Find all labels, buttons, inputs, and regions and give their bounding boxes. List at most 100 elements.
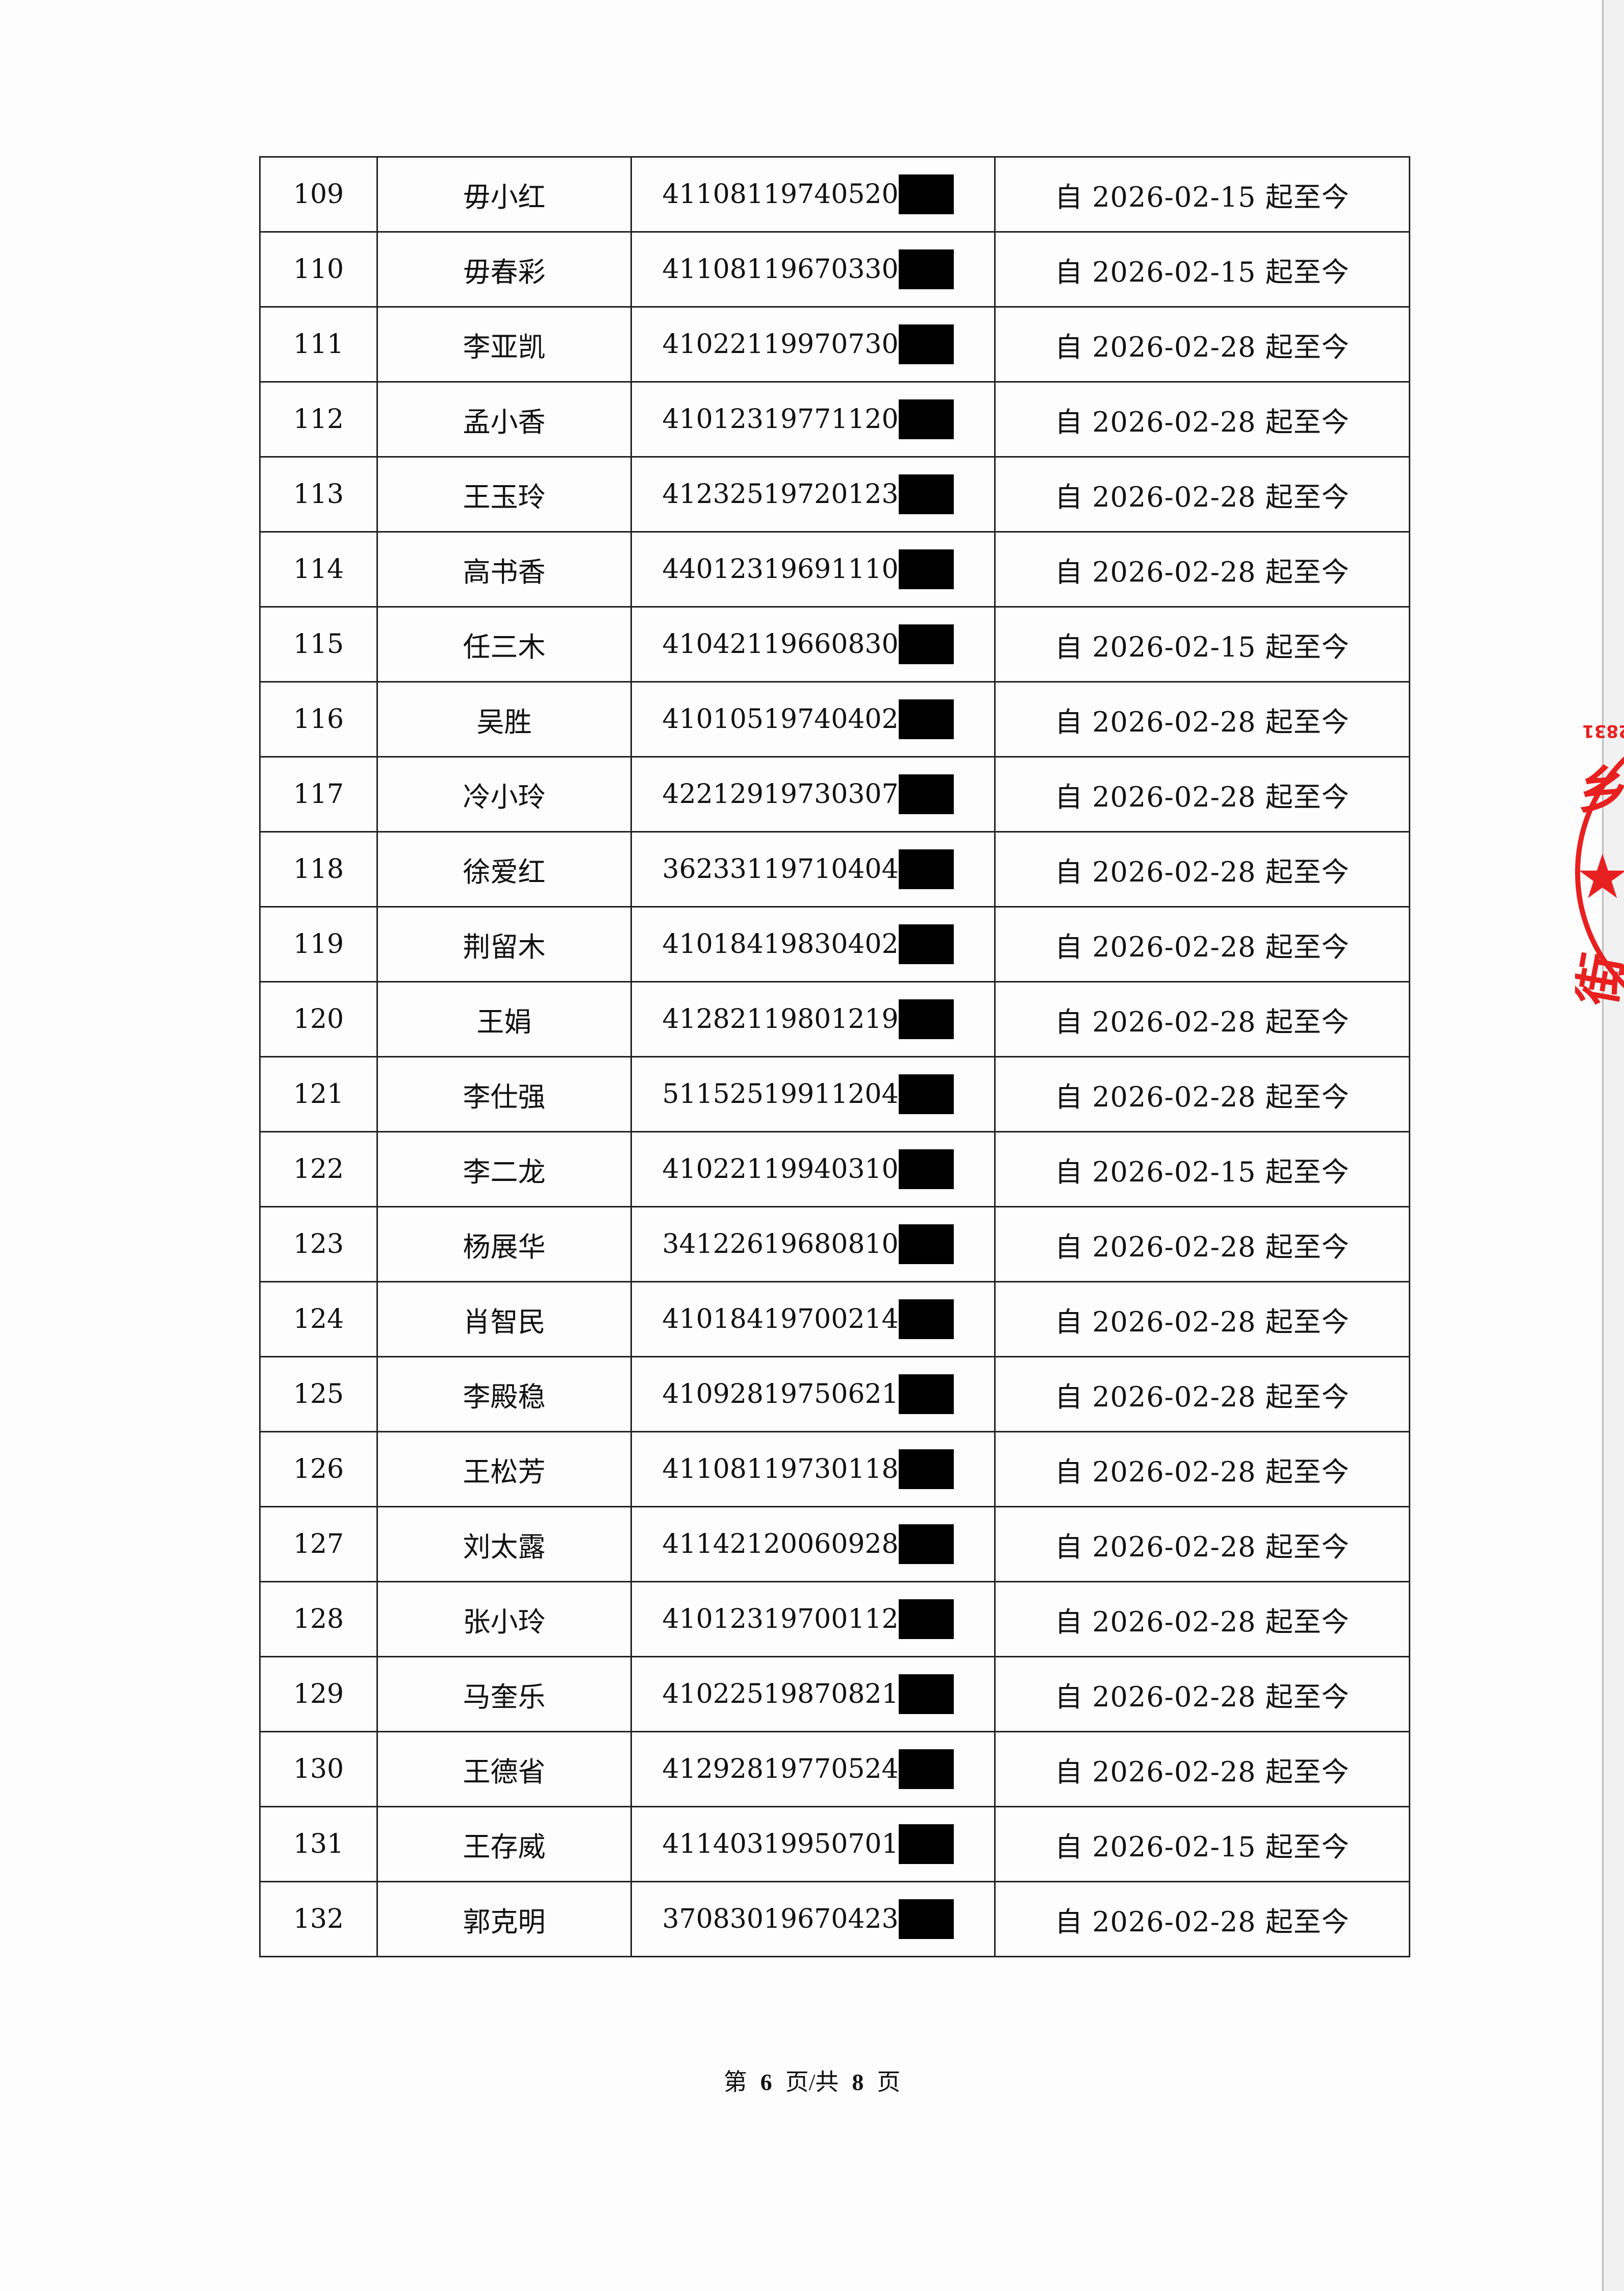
scan-page-edge [1602, 0, 1624, 2291]
table-row: 118 徐爱红 36233119710404 自 2026-02-28 起至今 [259, 831, 1410, 908]
redaction-block [898, 1674, 954, 1714]
person-name: 肖智民 [376, 1281, 632, 1357]
row-number: 126 [259, 1431, 378, 1507]
redaction-block [898, 249, 954, 289]
id-number-cell: 41292819770524 [630, 1731, 996, 1807]
table-row: 115 任三木 41042119660830 自 2026-02-15 起至今 [259, 606, 1410, 683]
id-number-visible: 41092819750621 [662, 1379, 899, 1409]
person-name: 杨展华 [376, 1206, 632, 1282]
person-name: 王玉玲 [376, 456, 632, 533]
id-number-visible: 41012319700112 [662, 1604, 899, 1634]
redaction-block [898, 1824, 954, 1864]
id-number-cell: 42212919730307 [630, 756, 996, 833]
period: 自 2026-02-28 起至今 [994, 1431, 1410, 1507]
table-row: 126 王松芳 41108119730118 自 2026-02-28 起至今 [259, 1431, 1410, 1507]
row-number: 115 [259, 606, 378, 683]
table-row: 111 李亚凯 41022119970730 自 2026-02-28 起至今 [259, 306, 1410, 383]
id-number-cell: 41108119740520 [630, 156, 996, 233]
table-row: 112 孟小香 41012319771120 自 2026-02-28 起至今 [259, 381, 1410, 458]
person-name: 毋小红 [376, 156, 632, 233]
seal-char-fragment-2: 街 [1575, 949, 1624, 1010]
id-number-cell: 41012319700112 [630, 1581, 996, 1657]
id-number-visible: 41142120060928 [662, 1529, 899, 1559]
row-number: 120 [259, 981, 378, 1058]
id-number-visible: 41232519720123 [662, 479, 899, 510]
redaction-block [898, 999, 954, 1039]
person-name: 冷小玲 [376, 756, 632, 833]
period: 自 2026-02-28 起至今 [994, 1506, 1410, 1582]
id-number-cell: 41108119670330 [630, 231, 996, 308]
person-name: 吴胜 [376, 681, 632, 758]
redaction-block [898, 774, 954, 814]
person-name: 李二龙 [376, 1131, 632, 1207]
person-name: 高书香 [376, 531, 632, 608]
table-row: 110 毋春彩 41108119670330 自 2026-02-15 起至今 [259, 231, 1410, 308]
id-number-cell: 41092819750621 [630, 1356, 996, 1432]
person-name: 王德省 [376, 1731, 632, 1807]
id-number-cell: 37083019670423 [630, 1881, 996, 1957]
id-number-visible: 41018419830402 [662, 929, 899, 960]
table-row: 129 马奎乐 41022519870821 自 2026-02-28 起至今 [259, 1656, 1410, 1732]
id-number-cell: 41108119730118 [630, 1431, 996, 1507]
row-number: 111 [259, 306, 378, 383]
table-row: 124 肖智民 41018419700214 自 2026-02-28 起至今 [259, 1281, 1410, 1357]
table-row: 117 冷小玲 42212919730307 自 2026-02-28 起至今 [259, 756, 1410, 833]
id-number-cell: 41022119940310 [630, 1131, 996, 1207]
redaction-block [898, 399, 954, 439]
table-row: 125 李殿稳 41092819750621 自 2026-02-28 起至今 [259, 1356, 1410, 1432]
period: 自 2026-02-28 起至今 [994, 1656, 1410, 1732]
row-number: 123 [259, 1206, 378, 1282]
table-row: 132 郭克明 37083019670423 自 2026-02-28 起至今 [259, 1881, 1410, 1957]
person-name: 李仕强 [376, 1056, 632, 1132]
seal-star-fragment: ★ [1575, 842, 1624, 913]
person-name: 刘太露 [376, 1506, 632, 1582]
id-number-visible: 41108119730118 [662, 1454, 899, 1484]
table-row: 116 吴胜 41010519740402 自 2026-02-28 起至今 [259, 681, 1410, 758]
period: 自 2026-02-28 起至今 [994, 756, 1410, 833]
id-number-cell: 41018419700214 [630, 1281, 996, 1357]
footer-prefix: 第 [723, 2069, 747, 2095]
id-number-visible: 41140319950701 [662, 1829, 899, 1859]
id-number-visible: 41018419700214 [662, 1304, 899, 1335]
row-number: 129 [259, 1656, 378, 1732]
period: 自 2026-02-15 起至今 [994, 156, 1410, 233]
id-number-visible: 41012319771120 [662, 404, 899, 435]
period: 自 2026-02-15 起至今 [994, 606, 1410, 683]
id-number-visible: 41108119670330 [662, 254, 899, 285]
redaction-block [898, 924, 954, 964]
id-number-cell: 36233119710404 [630, 831, 996, 908]
current-page: 6 [760, 2069, 772, 2095]
row-number: 125 [259, 1356, 378, 1432]
id-number-visible: 36233119710404 [662, 854, 899, 885]
period: 自 2026-02-28 起至今 [994, 381, 1410, 458]
id-number-visible: 34122619680810 [662, 1229, 899, 1260]
redaction-block [898, 1599, 954, 1639]
redaction-block [898, 1224, 954, 1264]
seal-char-fragment: 乡田 [1578, 761, 1624, 820]
person-name: 孟小香 [376, 381, 632, 458]
row-number: 112 [259, 381, 378, 458]
id-number-cell: 41022119970730 [630, 306, 996, 383]
id-number-cell: 41282119801219 [630, 981, 996, 1058]
redaction-block [898, 549, 954, 589]
row-number: 119 [259, 906, 378, 983]
period: 自 2026-02-28 起至今 [994, 306, 1410, 383]
row-number: 114 [259, 531, 378, 608]
person-name: 王娟 [376, 981, 632, 1058]
row-number: 118 [259, 831, 378, 908]
redaction-block [898, 1524, 954, 1564]
row-number: 113 [259, 456, 378, 533]
id-number-visible: 41022119940310 [662, 1154, 899, 1185]
redaction-block [898, 324, 954, 364]
table-row: 127 刘太露 41142120060928 自 2026-02-28 起至今 [259, 1506, 1410, 1582]
redaction-block [898, 849, 954, 889]
seal-number-fragment: 2831 [1582, 721, 1624, 741]
period: 自 2026-02-28 起至今 [994, 1356, 1410, 1432]
period: 自 2026-02-28 起至今 [994, 981, 1410, 1058]
redaction-block [898, 1149, 954, 1189]
row-number: 116 [259, 681, 378, 758]
period: 自 2026-02-28 起至今 [994, 831, 1410, 908]
person-name: 徐爱红 [376, 831, 632, 908]
redaction-block [898, 699, 954, 739]
table-row: 120 王娟 41282119801219 自 2026-02-28 起至今 [259, 981, 1410, 1058]
